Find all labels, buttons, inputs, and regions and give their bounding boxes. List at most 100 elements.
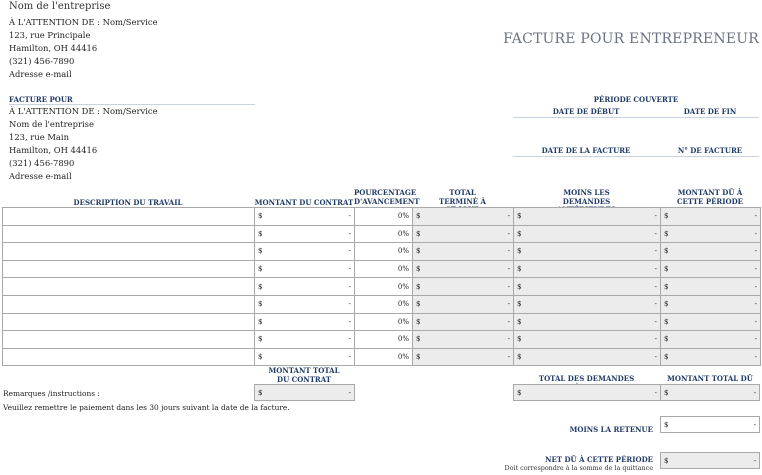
currency-symbol: $ [664, 317, 669, 326]
company-name: Nom de l'entreprise [9, 1, 111, 12]
percent-cell[interactable]: 0% [354, 312, 413, 332]
percent-cell[interactable]: 0% [354, 224, 413, 244]
percent-cell[interactable]: 0% [354, 259, 413, 279]
amount-due-cell[interactable]: $ - [660, 294, 761, 314]
completed-total-cell[interactable]: $ - [412, 294, 514, 314]
contract-total-field[interactable]: $ - [254, 384, 355, 401]
previous-claims-cell[interactable]: $ - [513, 207, 661, 226]
prev-value: - [654, 265, 657, 274]
description-cell[interactable] [2, 294, 255, 314]
currency-symbol: $ [517, 317, 522, 326]
prev-value: - [654, 300, 657, 309]
previous-claims-cell[interactable]: $ - [513, 242, 661, 261]
amount-due-cell[interactable]: $ - [660, 259, 761, 279]
amount-due-cell[interactable]: $ - [660, 330, 761, 349]
currency-symbol: $ [664, 300, 669, 309]
description-cell[interactable] [2, 347, 255, 367]
previous-total-value: - [654, 388, 657, 397]
done-value: - [507, 282, 510, 291]
done-value: - [507, 212, 510, 221]
previous-claims-cell[interactable]: $ - [513, 224, 661, 244]
completed-total-cell[interactable]: $ - [412, 259, 514, 279]
col-header-contract: MONTANT DU CONTRAT [254, 198, 354, 207]
percent-value: 0% [397, 282, 409, 291]
table-row: $ -0% $ - $ - $ - [2, 207, 761, 226]
amount-due-cell[interactable]: $ - [660, 312, 761, 332]
currency-symbol: $ [664, 282, 669, 291]
billto-divider [9, 104, 255, 105]
contract-amount-cell[interactable]: $ - [254, 207, 355, 226]
prev-value: - [654, 317, 657, 326]
billto-city: Hamilton, OH 44416 [9, 145, 98, 155]
amount-due-cell[interactable]: $ - [660, 242, 761, 261]
amount-total-label: MONTANT TOTAL DÛ [667, 374, 753, 383]
percent-cell[interactable]: 0% [354, 347, 413, 367]
end-date-label: DATE DE FIN [683, 107, 737, 116]
previous-claims-cell[interactable]: $ - [513, 347, 661, 367]
done-value: - [507, 265, 510, 274]
percent-cell[interactable]: 0% [354, 330, 413, 349]
remarks-label: Remarques /instructions : [3, 389, 100, 398]
contract-amount-cell[interactable]: $ - [254, 277, 355, 296]
percent-cell[interactable]: 0% [354, 242, 413, 261]
completed-total-cell[interactable]: $ - [412, 277, 514, 296]
amount-due-cell[interactable]: $ - [660, 224, 761, 244]
previous-claims-cell[interactable]: $ - [513, 294, 661, 314]
billto-email: Adresse e-mail [9, 171, 72, 181]
contract-amount-cell[interactable]: $ - [254, 347, 355, 367]
currency-symbol: $ [416, 335, 421, 344]
contract-amount-cell[interactable]: $ - [254, 294, 355, 314]
currency-symbol: $ [416, 229, 421, 238]
completed-total-cell[interactable]: $ - [412, 330, 514, 349]
completed-total-cell[interactable]: $ - [412, 312, 514, 332]
description-cell[interactable] [2, 207, 255, 226]
completed-total-cell[interactable]: $ - [412, 207, 514, 226]
description-cell[interactable] [2, 277, 255, 296]
description-cell[interactable] [2, 312, 255, 332]
currency-symbol: $ [517, 282, 522, 291]
contract-amount-cell[interactable]: $ - [254, 312, 355, 332]
billto-phone: (321) 456-7890 [9, 158, 75, 168]
table-row: $ -0% $ - $ - $ - [2, 294, 761, 314]
description-cell[interactable] [2, 259, 255, 279]
due-value: - [754, 300, 757, 309]
currency-symbol: $ [664, 212, 669, 221]
amount-due-cell[interactable]: $ - [660, 207, 761, 226]
description-cell[interactable] [2, 330, 255, 349]
description-cell[interactable] [2, 242, 255, 261]
currency-symbol: $ [664, 353, 669, 362]
table-row: $ -0% $ - $ - $ - [2, 242, 761, 261]
contract-amount-cell[interactable]: $ - [254, 224, 355, 244]
currency-symbol: $ [664, 265, 669, 274]
completed-total-cell[interactable]: $ - [412, 347, 514, 367]
percent-cell[interactable]: 0% [354, 207, 413, 226]
billto-company: Nom de l'entreprise [9, 119, 94, 129]
done-value: - [507, 353, 510, 362]
description-cell[interactable] [2, 224, 255, 244]
previous-claims-cell[interactable]: $ - [513, 277, 661, 296]
percent-cell[interactable]: 0% [354, 277, 413, 296]
previous-total-field[interactable]: $ - [513, 384, 661, 401]
due-value: - [754, 317, 757, 326]
completed-total-cell[interactable]: $ - [412, 242, 514, 261]
percent-value: 0% [397, 247, 409, 256]
retention-field[interactable]: $ - [660, 416, 760, 433]
contract-amount-cell[interactable]: $ - [254, 259, 355, 279]
contract-amount-cell[interactable]: $ - [254, 330, 355, 349]
col-header-due: MONTANT DÛ À CETTE PÉRIODE [676, 188, 744, 206]
previous-claims-cell[interactable]: $ - [513, 330, 661, 349]
amount-due-cell[interactable]: $ - [660, 347, 761, 367]
percent-cell[interactable]: 0% [354, 294, 413, 314]
completed-total-cell[interactable]: $ - [412, 224, 514, 244]
amount-total-field[interactable]: $ - [660, 384, 760, 401]
contract-value: - [348, 265, 351, 274]
previous-claims-cell[interactable]: $ - [513, 312, 661, 332]
amount-due-cell[interactable]: $ - [660, 277, 761, 296]
contract-amount-cell[interactable]: $ - [254, 242, 355, 261]
currency-symbol: $ [517, 353, 522, 362]
currency-symbol: $ [517, 265, 522, 274]
prev-value: - [654, 282, 657, 291]
currency-symbol: $ [416, 300, 421, 309]
previous-claims-cell[interactable]: $ - [513, 259, 661, 279]
net-due-field[interactable]: $ - [660, 452, 760, 469]
